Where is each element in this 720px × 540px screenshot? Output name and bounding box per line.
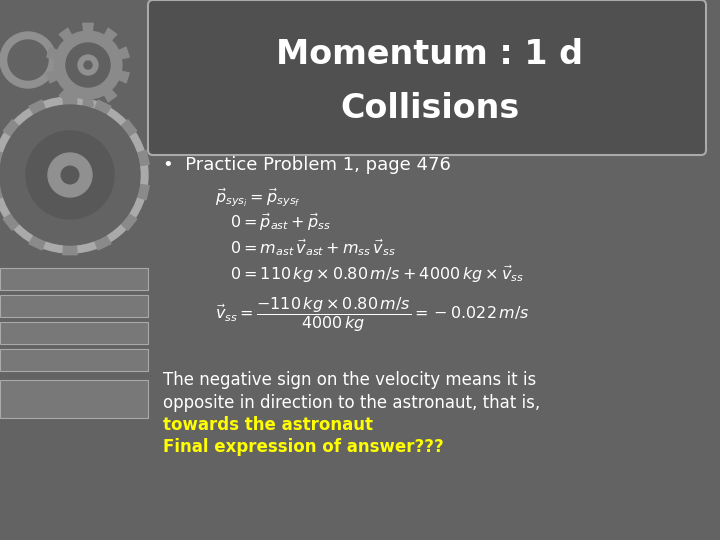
Text: •  Practice Problem 1, page 476: • Practice Problem 1, page 476 <box>163 156 451 174</box>
Circle shape <box>78 55 98 75</box>
Polygon shape <box>47 23 130 107</box>
Text: Final expression of answer???: Final expression of answer??? <box>163 438 444 456</box>
Circle shape <box>0 105 140 245</box>
FancyBboxPatch shape <box>148 0 706 155</box>
Circle shape <box>8 40 48 80</box>
Circle shape <box>0 32 56 88</box>
Circle shape <box>84 61 92 69</box>
Circle shape <box>48 153 92 197</box>
Circle shape <box>61 166 78 184</box>
Bar <box>0 268 148 290</box>
Polygon shape <box>0 96 149 255</box>
Text: $0 = m_{\mathit{ast}}\,\mathit{\vec{v}}_{\mathit{ast}} + m_{\mathit{ss}}\,\mathi: $0 = m_{\mathit{ast}}\,\mathit{\vec{v}}_… <box>230 238 396 259</box>
Text: $\mathit{\vec{v}}_{\mathit{ss}} = \dfrac{-110\,kg \times 0.80\,m/s}{4000\,kg} = : $\mathit{\vec{v}}_{\mathit{ss}} = \dfrac… <box>215 295 530 334</box>
Text: towards the astronaut: towards the astronaut <box>163 416 373 434</box>
Circle shape <box>66 43 110 87</box>
Text: The negative sign on the velocity means it is: The negative sign on the velocity means … <box>163 371 536 389</box>
Bar <box>0 349 148 371</box>
Text: $\mathit{\vec{p}}_{\mathit{sys}_i} = \mathit{\vec{p}}_{\mathit{sys}_f}$: $\mathit{\vec{p}}_{\mathit{sys}_i} = \ma… <box>215 187 301 210</box>
Text: Momentum : 1 d: Momentum : 1 d <box>276 38 583 71</box>
Circle shape <box>0 97 148 253</box>
Bar <box>0 322 148 344</box>
Text: $0 = \mathit{\vec{p}}_{\mathit{ast}} + \mathit{\vec{p}}_{\mathit{ss}}$: $0 = \mathit{\vec{p}}_{\mathit{ast}} + \… <box>230 211 331 233</box>
Bar <box>0 295 148 317</box>
Text: Collisions: Collisions <box>341 91 520 125</box>
Circle shape <box>26 131 114 219</box>
Bar <box>0 380 148 418</box>
Text: $0 = 110\,kg \times 0.80\,m/s + 4000\,kg \times \mathit{\vec{v}}_{\mathit{ss}}$: $0 = 110\,kg \times 0.80\,m/s + 4000\,kg… <box>230 264 524 285</box>
Text: opposite in direction to the astronaut, that is,: opposite in direction to the astronaut, … <box>163 394 540 412</box>
